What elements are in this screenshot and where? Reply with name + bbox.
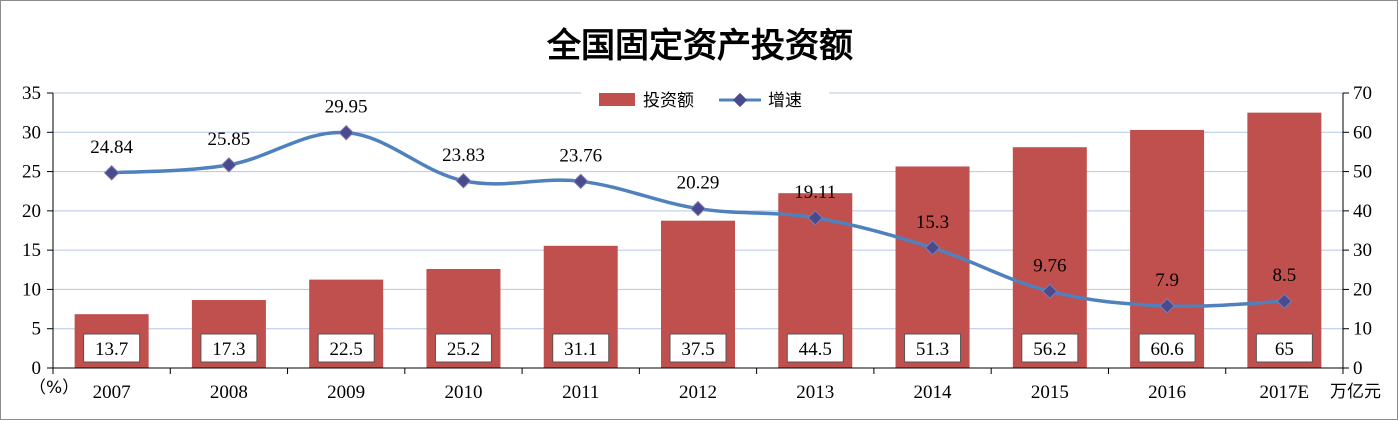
bar-value-label: 31.1: [564, 339, 597, 360]
data-labels: 24.84 25.85 29.95 23.83 23.76 20.29 19.11 15.3 9…: [83, 97, 1313, 363]
bar-value-label: 13.7: [95, 339, 128, 360]
legend-bar-swatch: [599, 93, 635, 106]
x-axis-label: 2012: [679, 382, 717, 403]
bar-value-box: [317, 333, 375, 363]
bar-value-label: 60.6: [1150, 339, 1183, 360]
x-axis-label: 2011: [562, 382, 599, 403]
growth-value-label: 9.76: [1033, 255, 1066, 276]
growth-value-label: 25.85: [208, 129, 251, 150]
growth-value-label: 24.84: [90, 137, 133, 158]
line-marker: [690, 200, 706, 217]
line-marker: [221, 157, 237, 173]
line-marker: [924, 240, 941, 256]
bar-value-label: 37.5: [681, 339, 714, 360]
bar-value-box: [434, 333, 492, 363]
bar-value-box: [200, 333, 258, 363]
line-marker: [338, 124, 354, 141]
right-axis-tick-label: 70: [1353, 83, 1372, 104]
chart-title: 全国固定资产投资额: [546, 26, 853, 66]
bar-value-box: [669, 333, 727, 363]
bar-value-box: [552, 333, 610, 363]
bar-value-box: [904, 333, 962, 363]
right-axis-tick-label: 60: [1353, 122, 1372, 143]
growth-value-label: 15.3: [916, 212, 949, 233]
line-marker: [103, 165, 120, 181]
bar: [1130, 129, 1205, 368]
x-axis-label: 2008: [210, 382, 248, 403]
growth-value-label: 7.9: [1155, 270, 1179, 291]
right-axis-tick-label: 0: [1353, 358, 1363, 379]
x-axis-label: 2013: [796, 382, 834, 403]
left-axis-unit: （%）: [29, 378, 79, 398]
bar: [1247, 112, 1322, 369]
line-marker: [1159, 298, 1175, 314]
bar-value-box: [1138, 333, 1196, 363]
left-axis-tick-label: 30: [22, 122, 41, 143]
growth-value-label: 29.95: [325, 97, 368, 118]
line-marker: [807, 210, 824, 226]
growth-value-label: 23.83: [442, 145, 485, 166]
left-axis-tick-label: 20: [22, 201, 41, 222]
right-axis-tick-label: 20: [1353, 279, 1372, 300]
bar-value-label: 51.3: [916, 339, 949, 360]
right-axis-tick-label: 30: [1353, 240, 1372, 261]
bar: [1012, 147, 1087, 368]
bar-value-label: 22.5: [330, 339, 363, 360]
bar-value-box: [1021, 333, 1079, 363]
line-series: [103, 124, 1293, 314]
line-marker: [1042, 283, 1058, 300]
bar-value-box: [786, 333, 844, 363]
left-axis-tick-label: 5: [32, 319, 42, 340]
bar-series: [74, 112, 1322, 369]
x-axis-label: 2014: [914, 382, 953, 403]
x-axis-label: 2015: [1031, 382, 1069, 403]
x-axis-label: 2009: [327, 382, 365, 403]
line-marker: [572, 173, 589, 190]
right-axis-tick-label: 50: [1353, 162, 1372, 183]
line-marker: [1276, 293, 1293, 309]
bar-value-box: [83, 333, 141, 363]
growth-value-label: 19.11: [794, 182, 836, 203]
left-axis-tick-label: 35: [22, 83, 41, 104]
bar-value-label: 25.2: [447, 339, 480, 360]
right-axis-tick-label: 10: [1353, 319, 1372, 340]
legend-label-line: 增速: [768, 91, 802, 111]
line-marker: [455, 172, 472, 189]
bar-value-label: 65: [1275, 339, 1294, 360]
left-axis-tick-label: 0: [32, 358, 42, 379]
legend-label-bar: 投资额: [643, 91, 694, 111]
bar-value-label: 44.5: [799, 339, 832, 360]
left-axis-tick-label: 10: [22, 279, 41, 300]
bar-value-label: 56.2: [1033, 339, 1066, 360]
x-axis-label: 2017E: [1260, 382, 1310, 403]
right-axis-unit: 万亿元: [1330, 382, 1381, 402]
left-axis-tick-label: 25: [22, 162, 41, 183]
growth-value-label: 8.5: [1272, 265, 1296, 286]
legend-line-marker: [732, 92, 748, 108]
growth-value-label: 20.29: [677, 173, 720, 194]
legend: 投资额 增速: [581, 87, 829, 113]
x-axis-label: 2010: [444, 382, 482, 403]
bar-value-label: 17.3: [212, 339, 245, 360]
bar-value-box: [1255, 333, 1313, 363]
growth-value-label: 23.76: [559, 145, 602, 166]
x-axis-label: 2016: [1148, 382, 1186, 403]
right-axis-tick-label: 40: [1353, 201, 1372, 222]
left-axis-tick-label: 15: [22, 240, 41, 261]
x-axis-label: 2007: [93, 382, 131, 403]
